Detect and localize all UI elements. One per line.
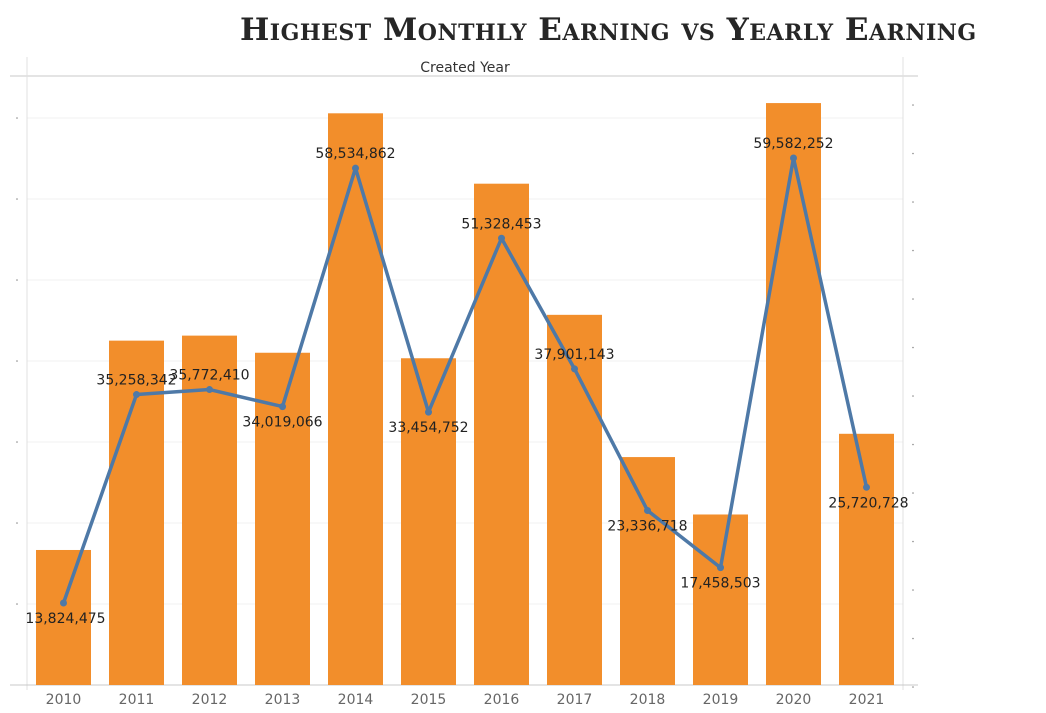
line-point-2019 xyxy=(717,564,724,572)
line-point-2012 xyxy=(206,386,213,394)
right-tick-dot xyxy=(912,152,914,155)
data-label-2010: 13,824,475 xyxy=(25,611,105,627)
chart-title: Highest Monthly Earning vs Yearly Earnin… xyxy=(240,12,977,48)
bar-2021 xyxy=(839,433,894,685)
data-label-2012: 35,772,410 xyxy=(169,368,249,384)
right-tick-dot xyxy=(912,540,914,543)
right-tick-dot xyxy=(912,492,914,494)
x-tick-label: 2018 xyxy=(630,692,666,708)
left-tick-dot xyxy=(16,522,18,524)
line-point-2020 xyxy=(790,154,797,162)
bar-2016 xyxy=(474,183,529,685)
left-tick-dot xyxy=(16,198,18,200)
right-tick-dot xyxy=(912,346,914,349)
right-tick-dot xyxy=(912,104,914,106)
data-label-2018: 23,336,718 xyxy=(607,518,687,534)
x-tick-label: 2011 xyxy=(119,692,155,708)
x-tick-label: 2017 xyxy=(557,692,593,708)
data-label-2017: 37,901,143 xyxy=(534,347,614,363)
x-tick-label: 2013 xyxy=(265,692,301,708)
right-tick-dot xyxy=(912,637,914,640)
bar-series xyxy=(36,103,894,686)
data-label-2014: 58,534,862 xyxy=(315,146,395,162)
data-label-2015: 33,454,752 xyxy=(388,420,468,436)
line-point-2021 xyxy=(863,483,870,491)
x-tick-label: 2010 xyxy=(46,692,82,708)
line-point-2017 xyxy=(571,365,578,373)
right-tick-dot xyxy=(912,686,914,688)
x-tick-label: 2016 xyxy=(484,692,520,708)
data-label-2011: 35,258,342 xyxy=(96,373,176,389)
right-tick-dot xyxy=(912,249,914,252)
bar-2017 xyxy=(547,314,602,685)
line-point-2010 xyxy=(60,599,67,607)
bar-2014 xyxy=(328,113,383,686)
left-tick-dot xyxy=(16,360,18,362)
line-point-2013 xyxy=(279,403,286,411)
data-label-2019: 17,458,503 xyxy=(680,576,760,592)
right-tick-dot xyxy=(912,395,914,397)
line-point-2011 xyxy=(133,391,140,399)
line-path xyxy=(61,156,869,604)
right-tick-dot xyxy=(912,201,914,203)
bar-2018 xyxy=(620,457,675,685)
right-tick-dot xyxy=(912,298,914,300)
x-axis-ticks: 2010 2011 2012 2013 2014 2015 2016 2017 2018 2019… xyxy=(46,692,885,708)
line-series xyxy=(60,154,870,607)
x-tick-label: 2012 xyxy=(192,692,228,708)
left-tick-dot xyxy=(16,279,18,281)
left-tick-dot xyxy=(16,441,18,443)
x-tick-label: 2014 xyxy=(338,692,374,708)
x-tick-label: 2019 xyxy=(703,692,739,708)
data-label-2016: 51,328,453 xyxy=(461,216,541,232)
line-point-2016 xyxy=(498,234,505,242)
right-tick-dot xyxy=(912,589,914,591)
data-label-2013: 34,019,066 xyxy=(242,415,322,431)
x-tick-label: 2020 xyxy=(776,692,812,708)
line-point-2015 xyxy=(425,408,432,416)
data-label-2021: 25,720,728 xyxy=(828,495,908,511)
data-label-2020: 59,582,252 xyxy=(753,136,833,152)
bar-2020 xyxy=(766,103,821,685)
bar-2010 xyxy=(36,549,91,685)
line-point-2014 xyxy=(352,164,359,172)
x-tick-label: 2015 xyxy=(411,692,447,708)
x-axis-title: Created Year xyxy=(420,60,510,76)
bar-2019 xyxy=(693,514,748,685)
left-tick-dot xyxy=(16,117,18,119)
left-tick-dot xyxy=(16,603,18,605)
x-tick-label: 2021 xyxy=(849,692,885,708)
line-point-2018 xyxy=(644,506,651,514)
right-tick-dot xyxy=(912,443,914,446)
